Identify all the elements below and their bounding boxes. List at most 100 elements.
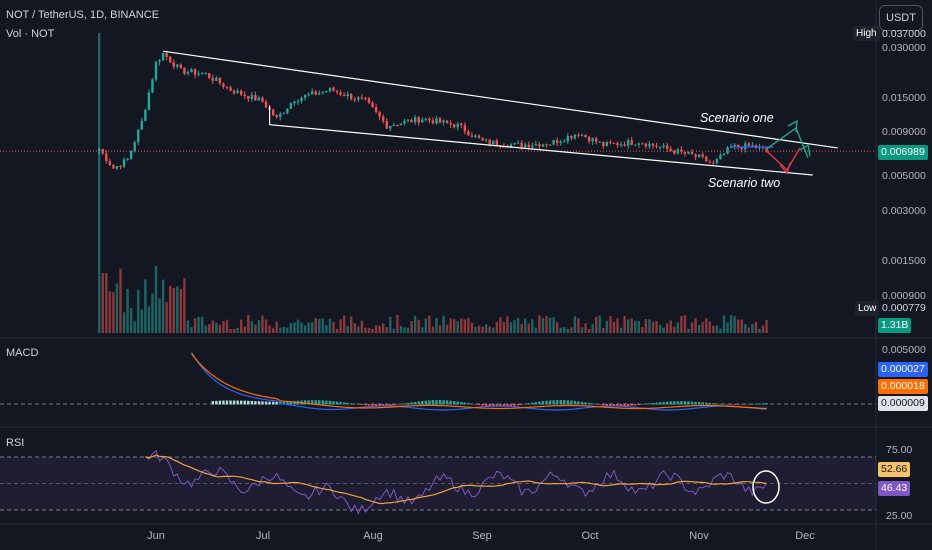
macd-histogram-bar	[502, 404, 506, 407]
volume-bar	[396, 315, 399, 333]
candle-body	[279, 113, 282, 118]
volume-bar	[406, 327, 410, 333]
macd-histogram-bar	[552, 400, 555, 405]
macd-histogram-bar	[669, 401, 672, 405]
macd-histogram-bar	[531, 402, 534, 405]
macd-histogram-bar	[342, 402, 346, 405]
volume-bar	[382, 323, 385, 333]
macd-histogram-bar	[378, 404, 381, 406]
volume-bar	[765, 319, 768, 333]
volume-bar	[516, 317, 520, 333]
macd-histogram-bar	[747, 404, 751, 405]
macd-histogram-bar	[548, 400, 552, 405]
candle-body	[378, 111, 381, 117]
macd-histogram-bar	[534, 402, 538, 405]
volume-bar	[456, 321, 459, 333]
candle-body	[690, 152, 694, 155]
macd-histogram-bar	[311, 400, 314, 405]
volume-bar	[158, 298, 161, 333]
candle-body	[176, 64, 179, 67]
macd-histogram-bar	[616, 404, 619, 407]
currency-button[interactable]: USDT	[879, 5, 923, 31]
macd-histogram-bar	[289, 401, 293, 405]
volume-bar	[570, 327, 573, 333]
volume-bar	[240, 319, 243, 333]
volume-bar	[541, 317, 545, 333]
candle-body	[609, 142, 612, 144]
candle-body	[179, 64, 183, 68]
volume-bar	[126, 288, 129, 333]
volume-bar	[378, 325, 381, 333]
volume-bar	[275, 321, 278, 333]
macd-histogram-bar	[463, 402, 467, 405]
candle-body	[264, 101, 268, 108]
candle-body	[648, 143, 651, 147]
candle-body	[527, 144, 530, 148]
macd-histogram-bar	[357, 404, 360, 405]
candle-body	[371, 102, 374, 108]
candle-body	[673, 150, 676, 154]
macd-histogram-bar	[712, 403, 715, 405]
month-label-jul: Jul	[255, 530, 271, 542]
volume-bar	[293, 322, 296, 333]
volume-bar	[169, 285, 172, 333]
candle-body	[144, 110, 147, 121]
candle-body	[424, 118, 427, 120]
macd-histogram-bar	[662, 401, 665, 405]
volume-bar	[509, 322, 513, 333]
volume-bar	[712, 325, 715, 333]
month-label-dec: Dec	[795, 530, 815, 542]
channel-lower-line	[269, 124, 813, 176]
macd-histogram-bar	[538, 401, 541, 405]
candle-body	[154, 61, 158, 80]
volume-bar	[257, 320, 261, 333]
candle-body	[470, 135, 474, 137]
candle-body	[165, 52, 168, 57]
volume-bar	[435, 317, 438, 333]
candle-body	[169, 56, 172, 63]
volume-bar	[119, 268, 122, 333]
candle-body	[495, 140, 498, 146]
macd-histogram-bar	[570, 400, 573, 405]
macd-histogram-bar	[587, 402, 591, 405]
candle-body	[541, 144, 545, 147]
macd-histogram-bar	[449, 400, 452, 405]
high-value: 0.037000	[882, 28, 926, 40]
macd-histogram-bar	[385, 404, 388, 406]
volume-bar	[247, 315, 250, 333]
candle-body	[360, 97, 364, 99]
volume-bar	[573, 316, 577, 333]
scenario-one-arrow	[787, 119, 798, 133]
macd-histogram-bar	[555, 400, 559, 405]
candle-body	[563, 141, 566, 143]
candle-body	[712, 162, 715, 164]
candle-body	[634, 144, 637, 146]
volume-bar	[225, 319, 229, 333]
candle-body	[300, 97, 303, 101]
macd-histogram-bar	[467, 403, 470, 405]
volume-bar	[719, 328, 722, 333]
candle-body	[119, 166, 122, 168]
macd-histogram-bar	[516, 404, 520, 406]
volume-bar	[658, 324, 662, 333]
candle-body	[666, 145, 669, 149]
volume-bar	[737, 319, 740, 333]
volume-bar	[705, 318, 708, 333]
candle-body	[115, 166, 119, 169]
macd-histogram-bar	[470, 403, 474, 405]
candle-body	[98, 149, 101, 152]
macd-histogram-bar	[705, 402, 708, 405]
macd-histogram-bar	[641, 404, 644, 405]
volume-bar	[477, 325, 481, 333]
macd-histogram-bar	[453, 401, 456, 405]
volume-bar	[644, 319, 648, 333]
volume-bar	[605, 320, 609, 333]
volume-bar	[144, 279, 147, 333]
volume-bar	[389, 316, 392, 333]
macd-histogram-bar	[438, 400, 442, 405]
macd-histogram-bar	[250, 400, 254, 405]
volume-bar	[467, 317, 470, 333]
candle-body	[637, 143, 640, 145]
volume-bar	[133, 321, 136, 333]
